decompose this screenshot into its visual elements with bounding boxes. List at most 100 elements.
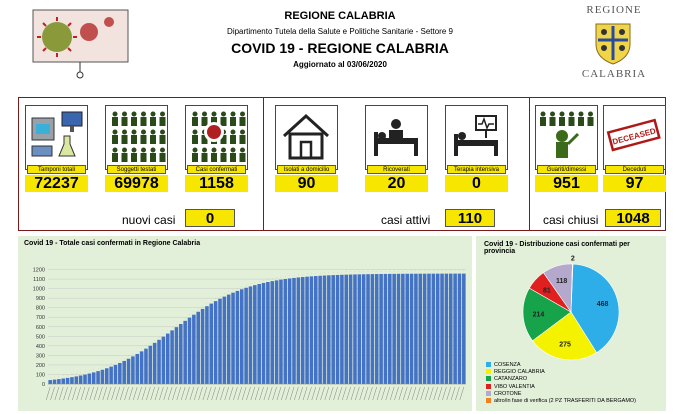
bar bbox=[396, 273, 401, 384]
x-tick-mark bbox=[350, 386, 356, 401]
y-tick-label: 300 bbox=[36, 353, 45, 359]
bar-label-mark: · bbox=[459, 269, 460, 273]
bar bbox=[401, 273, 405, 384]
bar-label-mark: · bbox=[237, 286, 238, 290]
y-tick-label: 1000 bbox=[33, 287, 45, 293]
x-tick-mark bbox=[80, 386, 86, 401]
bar-chart-panel: Covid 19 - Totale casi confermati in Reg… bbox=[18, 236, 472, 411]
bar bbox=[170, 330, 174, 384]
legend-entry: CATANZARO bbox=[486, 376, 527, 383]
y-tick-label: 400 bbox=[36, 344, 45, 350]
bar bbox=[427, 273, 431, 384]
bar-label-mark: · bbox=[389, 269, 390, 273]
x-tick-mark bbox=[250, 386, 256, 401]
x-tick-mark bbox=[429, 386, 434, 401]
bar-label-mark: · bbox=[289, 273, 290, 277]
pie-chart-panel: Covid 19 - Distribuzione casi confermati… bbox=[476, 236, 666, 411]
bar bbox=[48, 380, 52, 384]
bar bbox=[100, 369, 105, 384]
bar-label-mark: · bbox=[89, 369, 90, 373]
x-tick-mark bbox=[355, 386, 360, 401]
bar-label-mark: · bbox=[58, 374, 59, 378]
bar bbox=[314, 276, 318, 384]
bar bbox=[414, 273, 418, 384]
bar-label-mark: · bbox=[176, 322, 177, 326]
x-tick-mark bbox=[233, 386, 238, 401]
x-tick-mark bbox=[115, 386, 121, 401]
bar bbox=[287, 278, 292, 384]
summary-label-casi-chiusi: casi chiusi bbox=[543, 213, 599, 227]
bar-label-mark: · bbox=[76, 371, 77, 375]
bar bbox=[244, 287, 248, 384]
x-tick-mark bbox=[394, 386, 399, 401]
bar bbox=[322, 275, 327, 384]
legend-entry: altro/in fase di verifica (2 PZ TRASFERI… bbox=[486, 398, 636, 405]
bar-label-mark: · bbox=[280, 275, 281, 279]
bar-label-mark: · bbox=[154, 338, 155, 342]
bar-label-mark: · bbox=[150, 341, 151, 345]
bar bbox=[87, 373, 92, 384]
stat-card-deceduti: DECEASED Deceduti 97 bbox=[603, 105, 666, 193]
bar-label-mark: · bbox=[311, 271, 312, 275]
x-tick-mark bbox=[450, 386, 456, 401]
y-tick-label: 1200 bbox=[33, 268, 45, 274]
x-tick-mark bbox=[389, 386, 395, 401]
legend-entry: COSENZA bbox=[486, 362, 521, 369]
bar-label-mark: · bbox=[411, 269, 412, 273]
stat-value: 20 bbox=[365, 175, 428, 192]
legend-swatch bbox=[486, 390, 491, 396]
bar bbox=[144, 348, 148, 384]
bar bbox=[309, 276, 314, 384]
x-tick-mark bbox=[194, 386, 199, 401]
stat-value: 0 bbox=[445, 175, 508, 192]
x-tick-mark bbox=[185, 386, 190, 401]
legend-label: CROTONE bbox=[494, 390, 522, 397]
bar-label-mark: · bbox=[250, 281, 251, 285]
bar-label-mark: · bbox=[359, 269, 360, 273]
bar-label-mark: · bbox=[394, 269, 395, 273]
bar-label-mark: · bbox=[67, 373, 68, 377]
bar-label-mark: · bbox=[328, 270, 329, 274]
x-tick-mark bbox=[63, 386, 68, 401]
bar bbox=[139, 351, 144, 384]
x-tick-mark bbox=[180, 386, 186, 401]
bar-label-mark: · bbox=[246, 283, 247, 287]
x-tick-mark bbox=[220, 386, 225, 401]
summary-value-casi-attivi: 110 bbox=[445, 209, 495, 227]
legend-entry: VIBO VALENTIA bbox=[486, 384, 535, 391]
stat-card-ricoverati: Ricoverati 20 bbox=[365, 105, 428, 193]
pie-chart-title: Covid 19 - Distribuzione casi confermati… bbox=[484, 241, 630, 255]
x-tick-mark bbox=[342, 386, 347, 401]
bar-label-mark: · bbox=[267, 277, 268, 281]
x-tick-mark bbox=[128, 386, 134, 401]
bar-label-mark: · bbox=[145, 344, 146, 348]
x-tick-mark bbox=[137, 386, 142, 401]
bar bbox=[174, 327, 179, 384]
bar-label-mark: · bbox=[333, 270, 334, 274]
recovered-icon bbox=[535, 105, 598, 170]
bar-label-mark: · bbox=[463, 269, 464, 273]
x-tick-mark bbox=[150, 386, 155, 401]
bar bbox=[152, 342, 157, 384]
bar bbox=[331, 275, 335, 384]
bar bbox=[409, 273, 414, 384]
bar bbox=[279, 279, 283, 384]
x-tick-mark bbox=[324, 386, 330, 401]
bar-label-mark: · bbox=[137, 349, 138, 353]
bar-label-mark: · bbox=[233, 288, 234, 292]
bar bbox=[431, 273, 436, 384]
x-tick-mark bbox=[398, 386, 404, 401]
bar bbox=[61, 378, 66, 384]
bar-label-mark: · bbox=[189, 313, 190, 317]
x-tick-mark bbox=[376, 386, 382, 401]
stat-card-guariti: Guariti/dimessi 951 bbox=[535, 105, 598, 193]
x-tick-mark bbox=[224, 386, 229, 401]
bar bbox=[109, 366, 113, 384]
x-tick-mark bbox=[315, 386, 321, 401]
x-tick-mark bbox=[76, 386, 81, 401]
bar bbox=[122, 360, 126, 384]
stat-value: 72237 bbox=[25, 175, 88, 192]
bar bbox=[457, 273, 462, 384]
x-tick-mark bbox=[368, 386, 373, 401]
pie-slice-label: 214 bbox=[533, 311, 545, 318]
